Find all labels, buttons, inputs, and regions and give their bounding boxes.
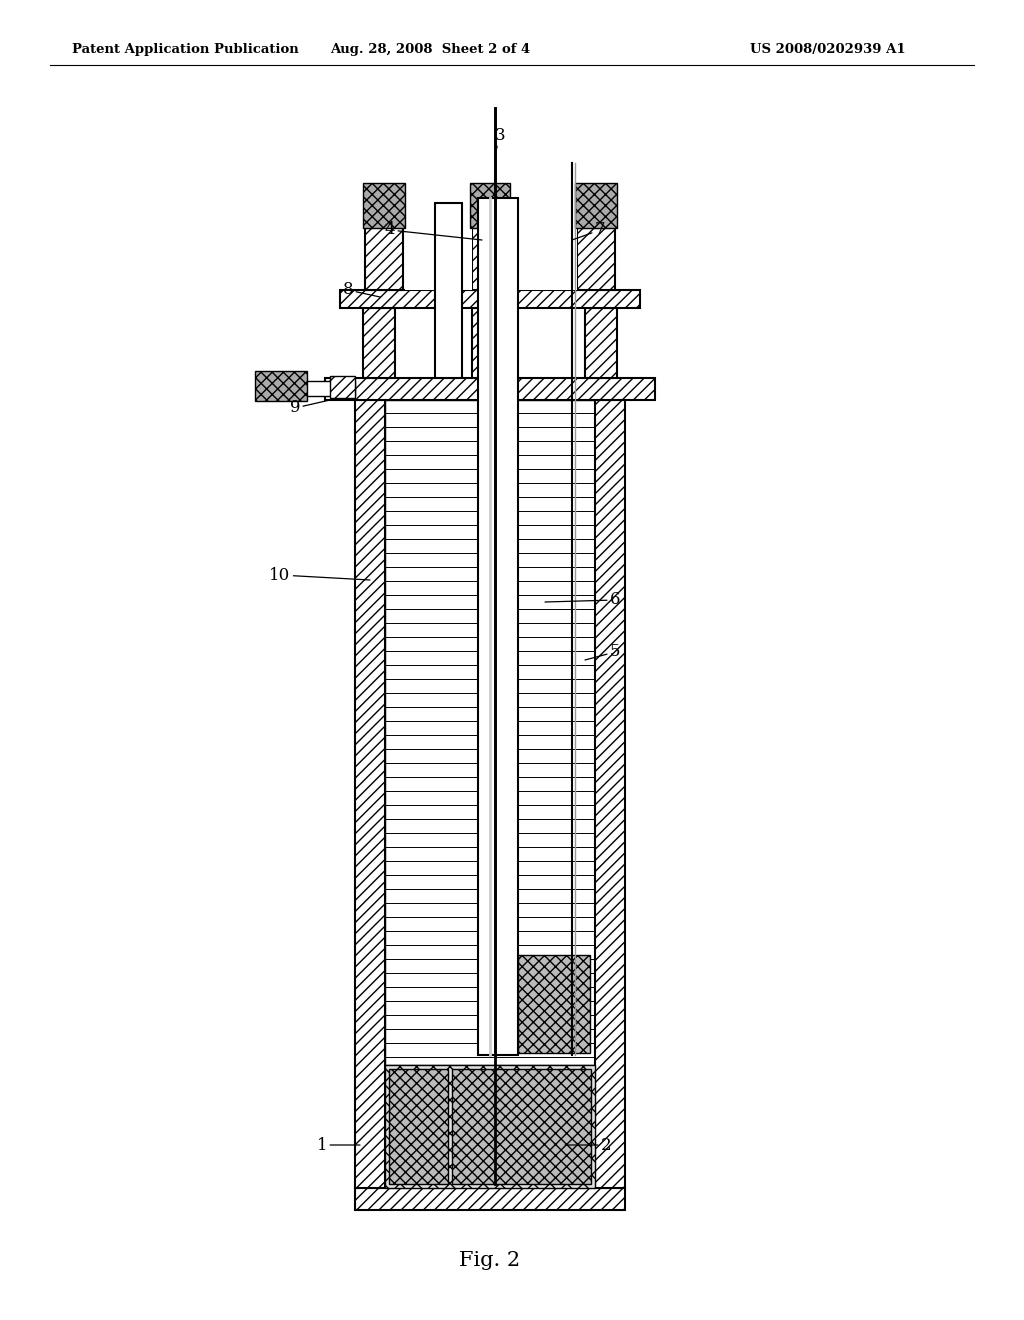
- Text: Aug. 28, 2008  Sheet 2 of 4: Aug. 28, 2008 Sheet 2 of 4: [330, 44, 530, 57]
- Bar: [508, 228, 577, 290]
- Bar: [478, 198, 518, 1055]
- Bar: [340, 290, 640, 308]
- Text: US 2008/0202939 A1: US 2008/0202939 A1: [750, 44, 905, 57]
- Bar: [395, 308, 472, 378]
- Bar: [585, 308, 617, 378]
- Bar: [362, 183, 406, 228]
- Bar: [290, 381, 355, 396]
- Bar: [472, 228, 508, 290]
- Bar: [362, 308, 395, 378]
- Bar: [385, 400, 595, 1188]
- Bar: [518, 954, 590, 1053]
- Bar: [389, 1069, 449, 1184]
- Bar: [472, 308, 508, 378]
- Text: 6: 6: [545, 591, 621, 609]
- Text: 9: 9: [290, 400, 330, 417]
- Bar: [406, 228, 472, 290]
- Text: 10: 10: [269, 566, 370, 583]
- Text: 3: 3: [495, 127, 505, 154]
- Bar: [595, 400, 625, 1188]
- Text: 7: 7: [572, 222, 605, 240]
- Text: 1: 1: [316, 1137, 360, 1154]
- Bar: [470, 183, 510, 228]
- Text: 8: 8: [343, 281, 380, 298]
- Bar: [508, 308, 585, 378]
- Text: Fig. 2: Fig. 2: [460, 1250, 520, 1270]
- Bar: [325, 378, 655, 400]
- Bar: [385, 400, 595, 1065]
- Bar: [577, 228, 615, 290]
- Bar: [385, 1065, 595, 1188]
- Bar: [435, 203, 462, 378]
- Bar: [255, 371, 307, 401]
- Text: 2: 2: [565, 1137, 611, 1154]
- Text: 5: 5: [585, 644, 621, 660]
- Bar: [330, 376, 355, 399]
- Bar: [355, 400, 385, 1188]
- Bar: [365, 228, 403, 290]
- Text: 4: 4: [385, 222, 482, 240]
- Bar: [575, 183, 617, 228]
- Text: Patent Application Publication: Patent Application Publication: [72, 44, 299, 57]
- Bar: [355, 1188, 625, 1210]
- Bar: [452, 1069, 591, 1184]
